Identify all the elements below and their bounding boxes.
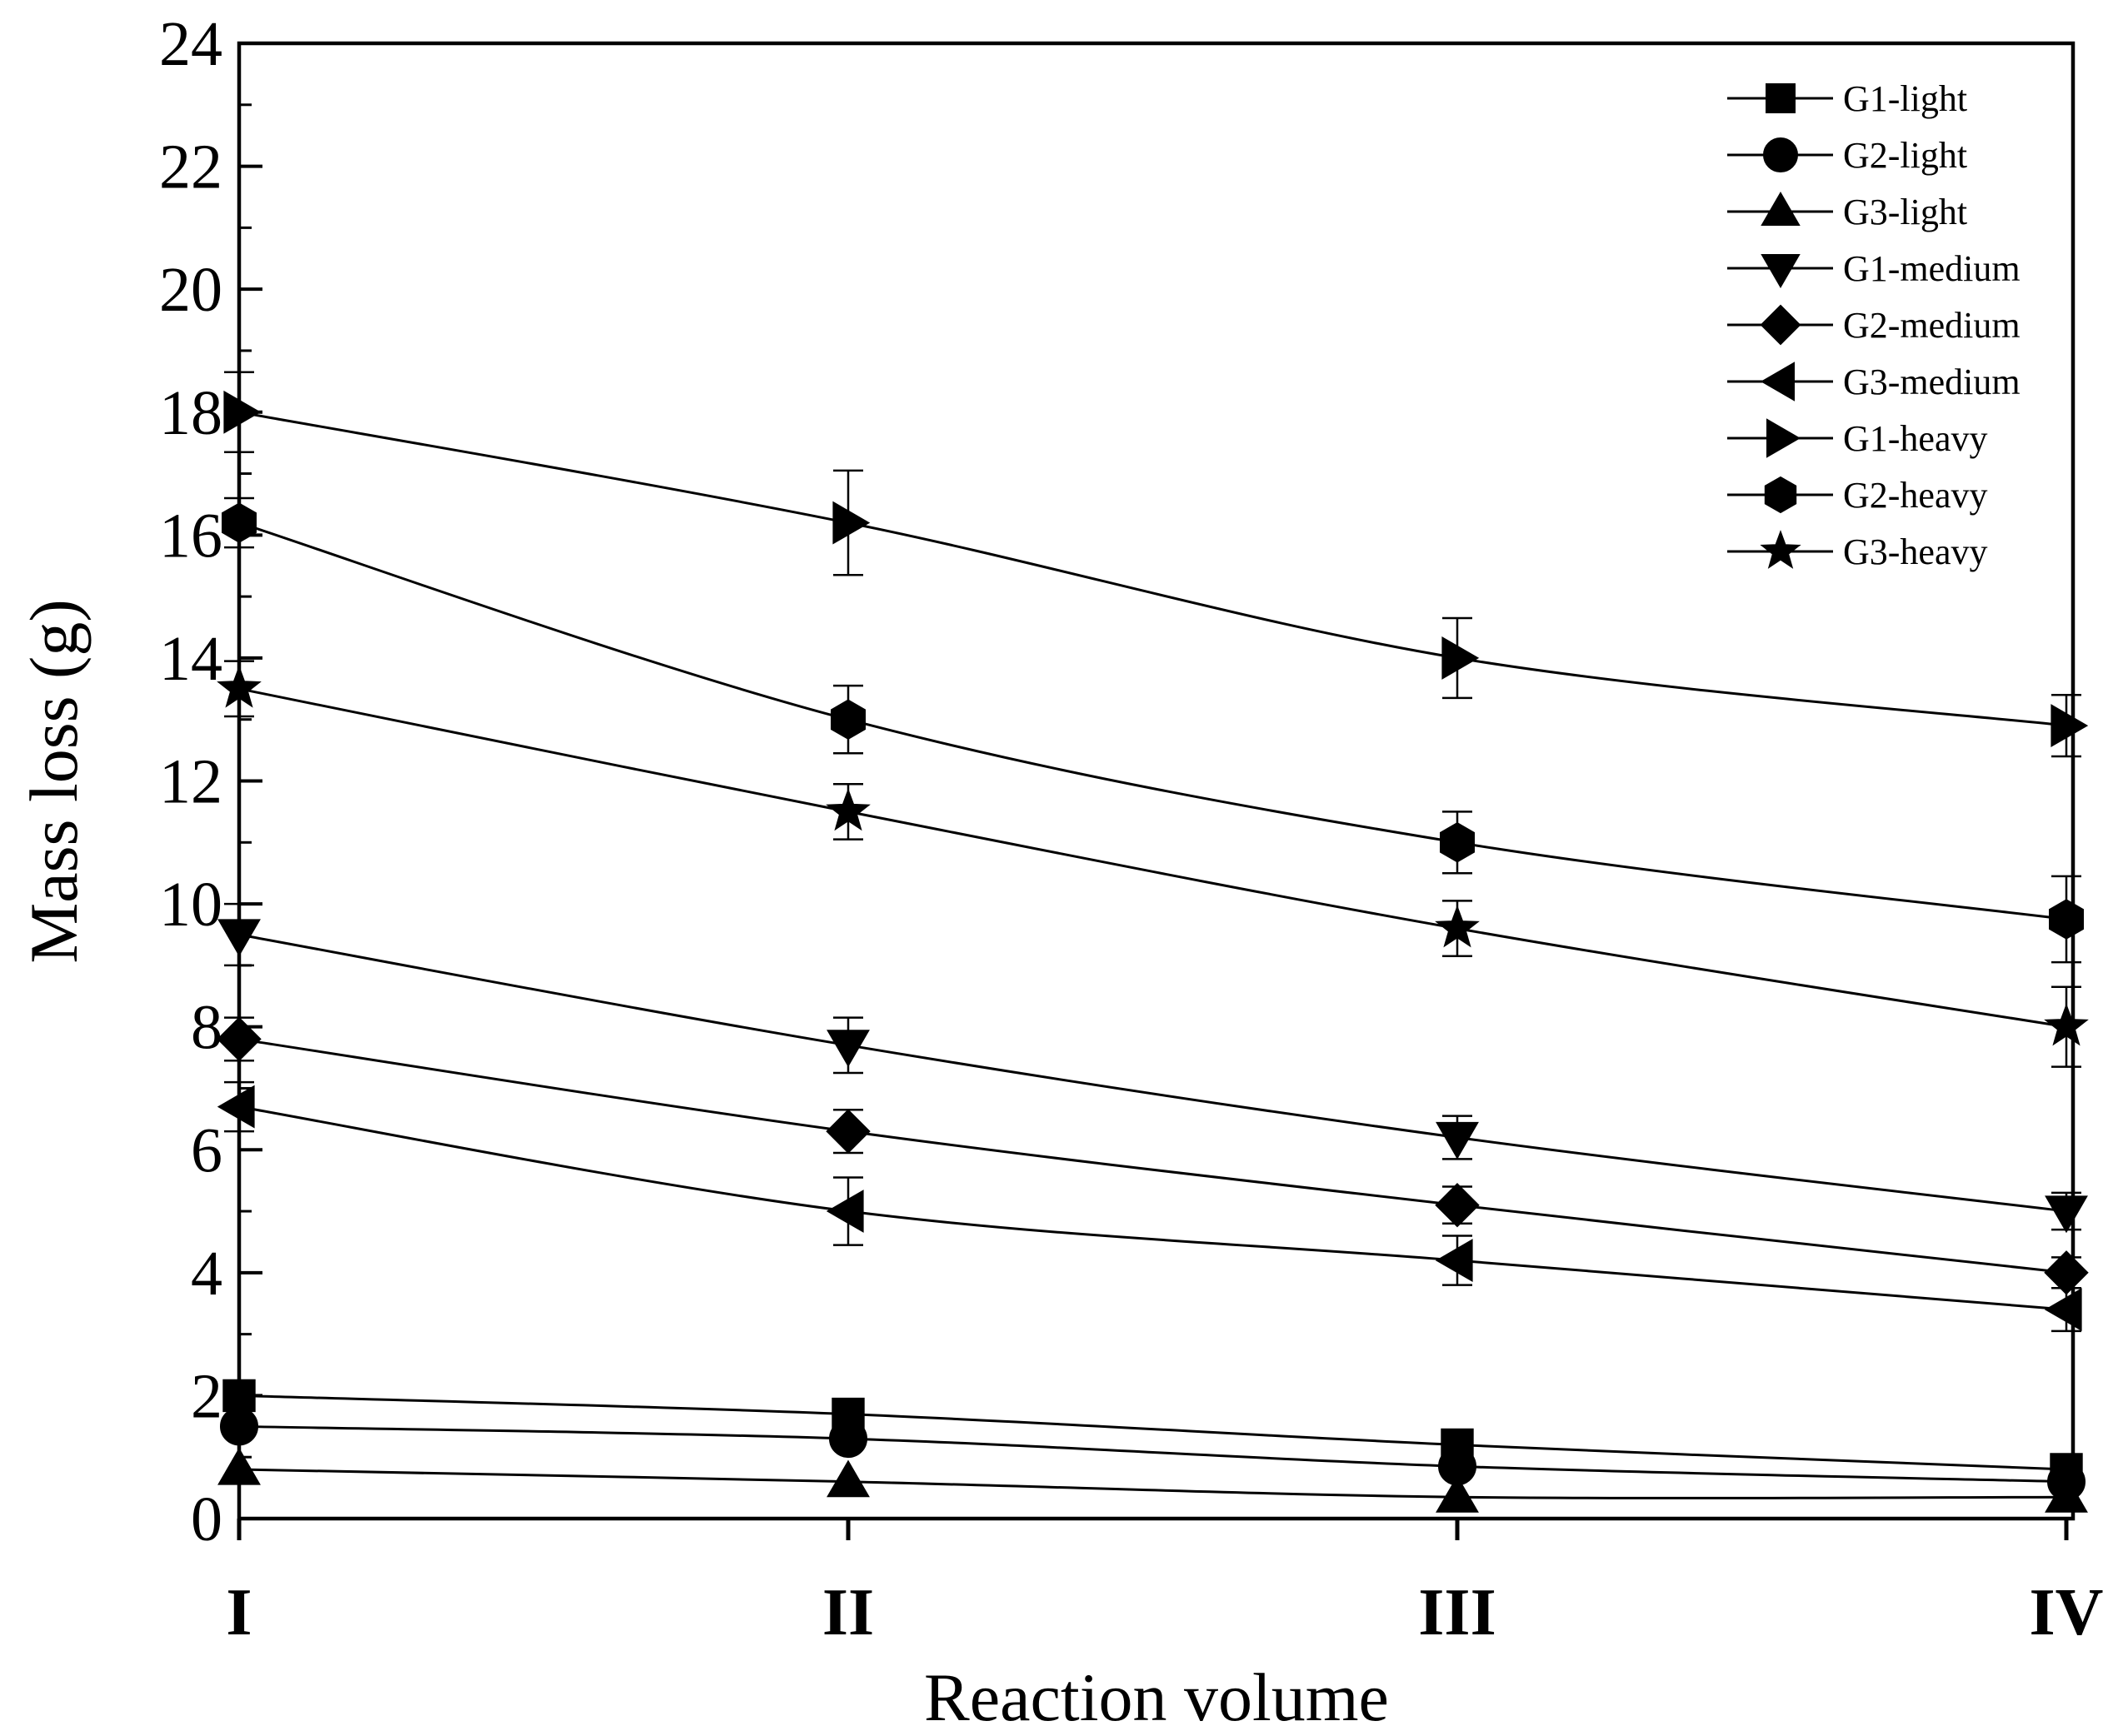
legend: G1-light G2-light G3-light G1-medium G2-medi… [1727,78,2021,572]
legend-marker-g2-light [1763,137,1798,172]
data-point-g1-medium [827,1030,870,1067]
series-line-g2-medium [238,1037,2067,1275]
x-tick-label: II [822,1576,874,1649]
series-line-g3-heavy [238,687,2067,1029]
legend-label: G2-light [1843,135,1967,176]
series-line-g2-light [238,1424,2067,1484]
legend-marker-g3-light [1761,192,1801,226]
legend-label: G2-medium [1843,305,2021,346]
data-point-g1-medium [1436,1121,1479,1160]
data-point-g3-medium [826,1190,864,1233]
data-point-g1-heavy [1441,636,1480,680]
legend-label: G3-medium [1843,362,2021,402]
legend-item-g1-light: G1-light [1727,78,1967,119]
series-line-g3-medium [238,1105,2067,1311]
data-point-g2-light [829,1419,867,1459]
legend-marker-g2-medium [1760,304,1801,346]
legend-item-g3-light: G3-light [1727,192,1967,232]
legend-item-g2-heavy: G2-heavy [1727,475,1988,516]
y-tick-label: 18 [159,378,222,448]
data-point-g2-medium [2044,1250,2089,1295]
y-tick-label: 6 [191,1115,222,1185]
series-line-g1-light [238,1394,2067,1471]
data-point-g2-medium [826,1109,871,1154]
legend-item-g1-heavy: G1-heavy [1727,418,1988,459]
series-line-g1-medium [238,933,2067,1213]
y-tick-label: 2 [191,1361,222,1431]
series-lines [238,411,2067,1500]
legend-marker-g1-light [1766,83,1796,113]
data-point-g1-heavy [832,501,871,545]
legend-item-g3-medium: G3-medium [1727,362,2021,402]
y-tick-label: 10 [159,870,222,940]
x-tick-label: I [226,1576,252,1649]
legend-marker-g2-heavy [1764,476,1797,514]
y-tick-label: 20 [159,255,222,325]
data-point-g3-medium [217,1085,255,1129]
y-tick-label: 22 [159,132,222,202]
data-point-g2-heavy [831,699,866,740]
legend-label: G2-heavy [1843,475,1988,516]
legend-marker-g1-heavy [1766,418,1801,458]
data-point-g2-heavy [1440,822,1475,863]
series-markers [217,390,2089,1513]
series-line-g1-heavy [238,411,2067,727]
data-point-g1-medium [2045,1195,2088,1234]
data-point-g1-heavy [2051,704,2089,748]
legend-item-g1-medium: G1-medium [1727,248,2021,289]
data-point-g3-light [827,1459,870,1498]
y-tick-label: 8 [191,993,222,1063]
legend-label: G1-light [1843,78,1967,119]
data-point-g3-heavy [1435,905,1480,948]
y-tick-label: 4 [191,1239,222,1309]
data-point-g2-medium [1435,1182,1480,1228]
y-tick-label: 12 [159,747,222,817]
data-point-g3-heavy [2044,1003,2089,1046]
legend-label: G1-medium [1843,248,2021,289]
series-line-g3-light [238,1468,2067,1500]
y-tick-label: 14 [159,624,222,694]
y-axis-title: Mass loss (g) [16,599,92,963]
y-tick-label: 24 [159,9,222,79]
x-axis-title: Reaction volume [924,1659,1389,1735]
legend-label: G3-heavy [1843,531,1988,572]
legend-marker-g3-medium [1761,362,1795,402]
data-point-g3-medium [1435,1239,1473,1283]
legend-marker-g3-heavy [1760,530,1801,569]
x-tick-label: III [1418,1576,1496,1649]
legend-label: G1-heavy [1843,418,1988,459]
series-line-g2-heavy [238,521,2067,920]
y-tick-label: 16 [159,501,222,571]
x-tick-label: IV [2030,1576,2104,1649]
y-tick-label: 0 [191,1484,222,1554]
x-axis-ticks: I II III IV [226,1519,2103,1649]
legend-item-g2-medium: G2-medium [1727,304,2021,346]
data-point-g3-light [2045,1475,2088,1513]
data-point-g3-light [1436,1475,1479,1513]
legend-label: G3-light [1843,192,1967,232]
data-point-g3-heavy [826,788,871,831]
legend-item-g2-light: G2-light [1727,135,1967,176]
legend-item-g3-heavy: G3-heavy [1727,530,1988,572]
legend-marker-g1-medium [1761,254,1801,288]
